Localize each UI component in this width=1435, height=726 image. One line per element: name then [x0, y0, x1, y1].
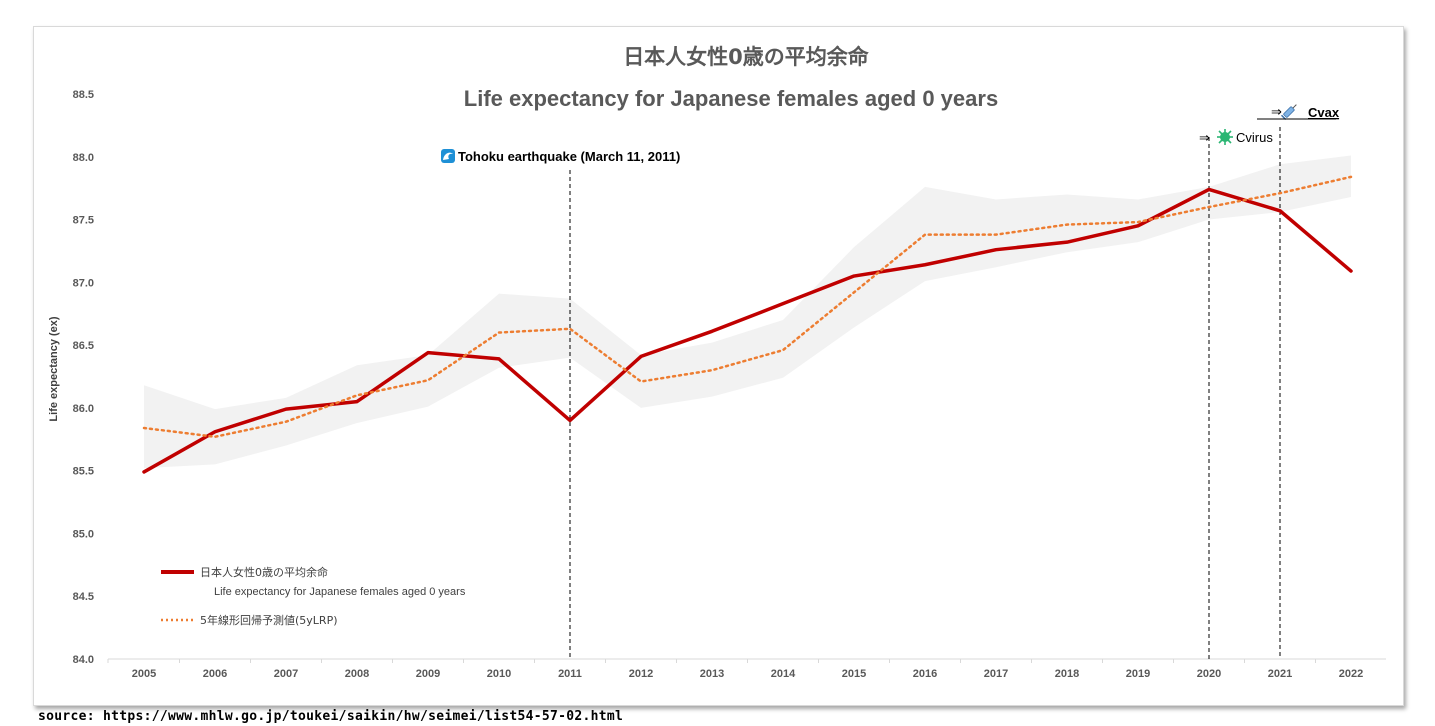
- y-tick-label: 84.5: [73, 591, 94, 603]
- y-tick-label: 85.5: [73, 466, 94, 478]
- x-tick-label: 2005: [132, 668, 156, 680]
- virus-icon: [1217, 129, 1233, 145]
- cvax-arrow: ⇒: [1271, 104, 1282, 119]
- series-line-lrp: [142, 175, 1353, 439]
- wave-icon: [441, 149, 455, 163]
- chart-title-jp: 日本人女性0歳の平均余命: [623, 45, 870, 69]
- y-tick-label: 86.5: [73, 340, 94, 352]
- x-tick-label: 2011: [558, 668, 582, 680]
- y-tick-label: 87.5: [73, 215, 94, 227]
- x-tick-label: 2018: [1055, 668, 1079, 680]
- quake-label: Tohoku earthquake (March 11, 2011): [458, 149, 680, 164]
- y-tick-label: 86.0: [73, 403, 94, 415]
- x-tick-label: 2016: [913, 668, 937, 680]
- y-tick-label: 88.0: [73, 152, 94, 164]
- y-tick-label: 88.5: [73, 89, 94, 101]
- x-tick-label: 2020: [1197, 668, 1221, 680]
- x-tick-label: 2013: [700, 668, 724, 680]
- y-axis-label: Life expectancy (ex): [48, 316, 60, 421]
- quake-annotation: Tohoku earthquake (March 11, 2011): [441, 149, 680, 164]
- syringe-icon: [1280, 104, 1297, 121]
- confidence-band-layer: [144, 155, 1351, 469]
- x-tick-label: 2022: [1339, 668, 1363, 680]
- y-tick-label: 85.0: [73, 528, 94, 540]
- legend: 日本人女性0歳の平均余命 Life expectancy for Japanes…: [161, 565, 466, 627]
- legend-actual-jp: 日本人女性0歳の平均余命: [200, 565, 328, 579]
- cvirus-annotation: ⇒ Cvirus: [1199, 129, 1273, 145]
- legend-lrp: 5年線形回帰予測値(5yLRP): [200, 613, 338, 627]
- legend-actual-en: Life expectancy for Japanese females age…: [214, 586, 466, 598]
- x-tick-label: 2012: [629, 668, 653, 680]
- y-tick-labels: 84.0 84.5 85.0 85.5 86.0 86.5 87.0 87.5 88.0 88.5: [73, 89, 94, 666]
- x-tick-label: 2015: [842, 668, 866, 680]
- x-tick-label: 2008: [345, 668, 369, 680]
- confidence-band: [144, 155, 1351, 469]
- chart-svg: 日本人女性0歳の平均余命 Life expectancy for Japanes…: [48, 45, 1386, 680]
- x-tick-label: 2017: [984, 668, 1008, 680]
- series-layer: [142, 175, 1353, 474]
- cvax-label: Cvax: [1308, 105, 1340, 120]
- cvirus-label: Cvirus: [1236, 130, 1273, 145]
- cvax-annotation: ⇒ Cvax: [1257, 104, 1340, 121]
- y-tick-label: 87.0: [73, 277, 94, 289]
- event-lines-layer: [569, 127, 1281, 659]
- source-citation: source: https://www.mhlw.go.jp/toukei/sa…: [38, 709, 624, 724]
- axis-layer: [107, 658, 1386, 663]
- x-tick-label: 2019: [1126, 668, 1150, 680]
- x-tick-label: 2010: [487, 668, 511, 680]
- chart-title-en: Life expectancy for Japanese females age…: [464, 86, 998, 111]
- x-tick-label: 2007: [274, 668, 298, 680]
- x-tick-label: 2021: [1268, 668, 1292, 680]
- x-tick-label: 2009: [416, 668, 440, 680]
- y-tick-label: 84.0: [73, 654, 94, 666]
- cvirus-arrow: ⇒: [1199, 130, 1210, 145]
- chart-frame: 日本人女性0歳の平均余命 Life expectancy for Japanes…: [33, 26, 1404, 706]
- x-tick-labels: 2005 2006 2007 2008 2009 2010 2011 2012 2013 2014…: [132, 668, 1363, 680]
- x-tick-label: 2014: [771, 668, 796, 680]
- x-tick-label: 2006: [203, 668, 227, 680]
